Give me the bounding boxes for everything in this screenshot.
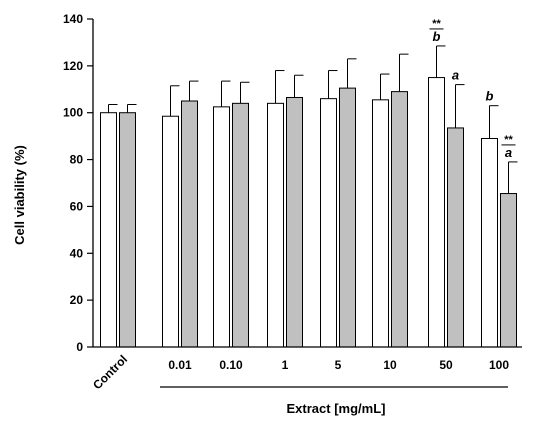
bars <box>100 77 517 348</box>
y-axis-title: Cell viability (%) <box>12 145 27 245</box>
error-bars <box>108 45 518 194</box>
significance-stars: ** <box>504 134 513 146</box>
y-tick-label: 80 <box>70 153 84 167</box>
x-tick-label: 0.01 <box>168 358 192 372</box>
x-tick-label: 50 <box>439 358 453 372</box>
x-tick-label: Control <box>90 352 130 392</box>
bar <box>181 100 198 348</box>
significance-stars: ** <box>432 18 441 30</box>
bar <box>481 137 498 348</box>
y-axis: 0 20 40 60 80 100 120 140 <box>63 12 94 354</box>
bar <box>100 112 117 348</box>
x-tick-label: 5 <box>335 358 342 372</box>
bar <box>162 115 179 348</box>
x-tick-label: 100 <box>489 358 509 372</box>
bar <box>391 91 408 348</box>
bar <box>213 106 230 348</box>
bar <box>232 102 249 348</box>
x-tick-label: 10 <box>383 358 397 372</box>
significance-letter: b <box>486 89 494 104</box>
x-axis-title: Extract [mg/mL] <box>287 401 386 416</box>
significance-letter: a <box>452 68 459 83</box>
bar <box>500 193 517 348</box>
y-tick-label: 100 <box>63 106 83 120</box>
x-axis: Control 0.01 0.10 1 5 10 50 100 <box>90 346 522 392</box>
y-tick-label: 140 <box>63 12 83 26</box>
bar <box>447 127 464 348</box>
x-tick-label: 0.10 <box>219 358 243 372</box>
bar <box>372 99 389 348</box>
significance-letter: a <box>505 145 512 160</box>
bar <box>428 77 445 348</box>
bar <box>339 87 356 348</box>
y-tick-label: 60 <box>70 199 84 213</box>
y-tick-label: 120 <box>63 59 83 73</box>
y-tick-label: 0 <box>76 340 83 354</box>
bar <box>267 102 284 348</box>
bar <box>286 96 303 348</box>
x-tick-label: 1 <box>282 358 289 372</box>
y-tick-label: 20 <box>70 293 84 307</box>
bar <box>320 98 337 348</box>
significance-annotations: b**aba** <box>429 18 516 160</box>
bar <box>119 112 136 348</box>
y-tick-label: 40 <box>70 246 84 260</box>
significance-letter: b <box>433 29 441 44</box>
